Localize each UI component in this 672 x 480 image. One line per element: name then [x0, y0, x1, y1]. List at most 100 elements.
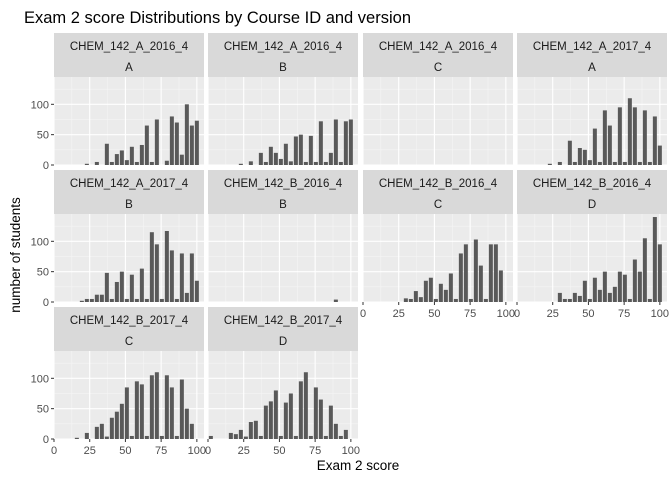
facet-course-label: CHEM_142_A_2016_4: [224, 41, 343, 53]
facet-version-label: B: [279, 199, 287, 211]
histogram-bar: [134, 161, 139, 165]
histogram-bar: [124, 298, 129, 302]
histogram-bar: [84, 298, 89, 302]
histogram-bar: [189, 423, 194, 439]
histogram-bar: [488, 244, 493, 302]
histogram-bar: [84, 163, 89, 165]
facet-version-label: C: [125, 336, 133, 348]
histogram-bar: [258, 152, 263, 165]
histogram-bar: [298, 134, 303, 165]
histogram-bar: [597, 289, 602, 302]
x-tick-label: 100: [497, 308, 515, 320]
histogram-bar: [627, 98, 632, 165]
histogram-bar: [149, 232, 154, 302]
histogram-bar: [238, 163, 243, 165]
histogram-bar: [139, 268, 144, 302]
histogram-bar: [258, 435, 263, 439]
histogram-bar: [114, 411, 119, 439]
histogram-bar: [154, 244, 159, 302]
facet-version-label: B: [125, 199, 133, 211]
x-axis-title: Exam 2 score: [317, 458, 400, 473]
histogram-bar: [134, 298, 139, 302]
histogram-bar: [273, 390, 278, 439]
histogram-bar: [154, 119, 159, 165]
histogram-bar: [248, 161, 253, 165]
histogram-bar: [592, 128, 597, 165]
plot-background: [363, 77, 513, 165]
histogram-bar: [149, 161, 154, 165]
histogram-bar: [313, 161, 318, 165]
facet-course-label: CHEM_142_A_2017_4: [533, 41, 652, 53]
histogram-bar: [647, 161, 652, 165]
histogram-bar: [298, 381, 303, 439]
histogram-bar: [263, 405, 268, 439]
histogram-bar: [547, 163, 552, 165]
histogram-bar: [348, 119, 353, 165]
histogram-bar: [129, 435, 134, 439]
histogram-bar: [169, 250, 174, 302]
facet-strip: [208, 33, 358, 77]
histogram-bar: [577, 295, 582, 302]
y-tick-label: 50: [37, 130, 49, 142]
histogram-bar: [174, 298, 179, 302]
histogram-bar: [273, 152, 278, 165]
histogram-bar: [268, 146, 273, 165]
histogram-bar: [632, 107, 637, 165]
x-tick-label: 50: [428, 308, 440, 320]
histogram-bar: [164, 375, 169, 439]
histogram-bar: [343, 429, 348, 439]
histogram-bar: [557, 292, 562, 302]
histogram-bar: [498, 270, 503, 302]
facet-panel: CHEM_142_B_2016_4 D 0 25 50 75 100: [514, 170, 669, 320]
histogram-bar: [248, 422, 253, 439]
histogram-bar: [144, 298, 149, 302]
histogram-bar: [149, 375, 154, 439]
histogram-bar: [428, 277, 433, 302]
chart-title: Exam 2 score Distributions by Course ID …: [24, 9, 411, 27]
histogram-bar: [233, 434, 238, 439]
facet-version-label: A: [588, 62, 596, 74]
histogram-bar: [592, 277, 597, 302]
facet-strip: [208, 170, 358, 214]
y-tick-label: 50: [37, 267, 49, 279]
histogram-bar: [657, 244, 662, 302]
histogram-bar: [164, 230, 169, 302]
histogram-bar: [642, 238, 647, 302]
histogram-bar: [174, 435, 179, 439]
histogram-bar: [194, 120, 199, 165]
facet-version-label: C: [434, 62, 442, 74]
histogram-bar: [119, 403, 124, 439]
histogram-bar: [637, 161, 642, 165]
histogram-bar: [89, 298, 94, 302]
histogram-bar: [109, 417, 114, 439]
histogram-bar: [238, 429, 243, 439]
histogram-bar: [169, 116, 174, 165]
histogram-bar: [572, 161, 577, 165]
x-tick-label: 50: [119, 445, 131, 457]
histogram-bar: [418, 297, 423, 302]
histogram-bar: [139, 144, 144, 165]
facet-course-label: CHEM_142_B_2016_4: [224, 178, 343, 190]
histogram-bar: [567, 140, 572, 165]
histogram-bar: [179, 154, 184, 165]
histogram-bar: [652, 217, 657, 302]
histogram-bar: [627, 298, 632, 302]
facet-panel: CHEM_142_B_2016_4 B: [207, 170, 358, 303]
histogram-bar: [114, 154, 119, 165]
histogram-bar: [423, 280, 428, 302]
x-tick-label: 75: [309, 445, 321, 457]
histogram-bar: [408, 298, 413, 302]
x-tick-label: 100: [188, 445, 206, 457]
histogram-bar: [134, 381, 139, 439]
histogram-bar: [557, 161, 562, 165]
histogram-bar: [144, 125, 149, 165]
facet-panel: CHEM_142_A_2017_4 A: [516, 33, 667, 166]
histogram-bar: [438, 283, 443, 302]
histogram-bar: [333, 299, 338, 302]
histogram-bar: [104, 272, 109, 302]
facet-panel: CHEM_142_A_2016_4 C: [362, 33, 513, 166]
histogram-bar: [642, 110, 647, 165]
facet-version-label: D: [279, 336, 287, 348]
facet-strip: [517, 33, 667, 77]
